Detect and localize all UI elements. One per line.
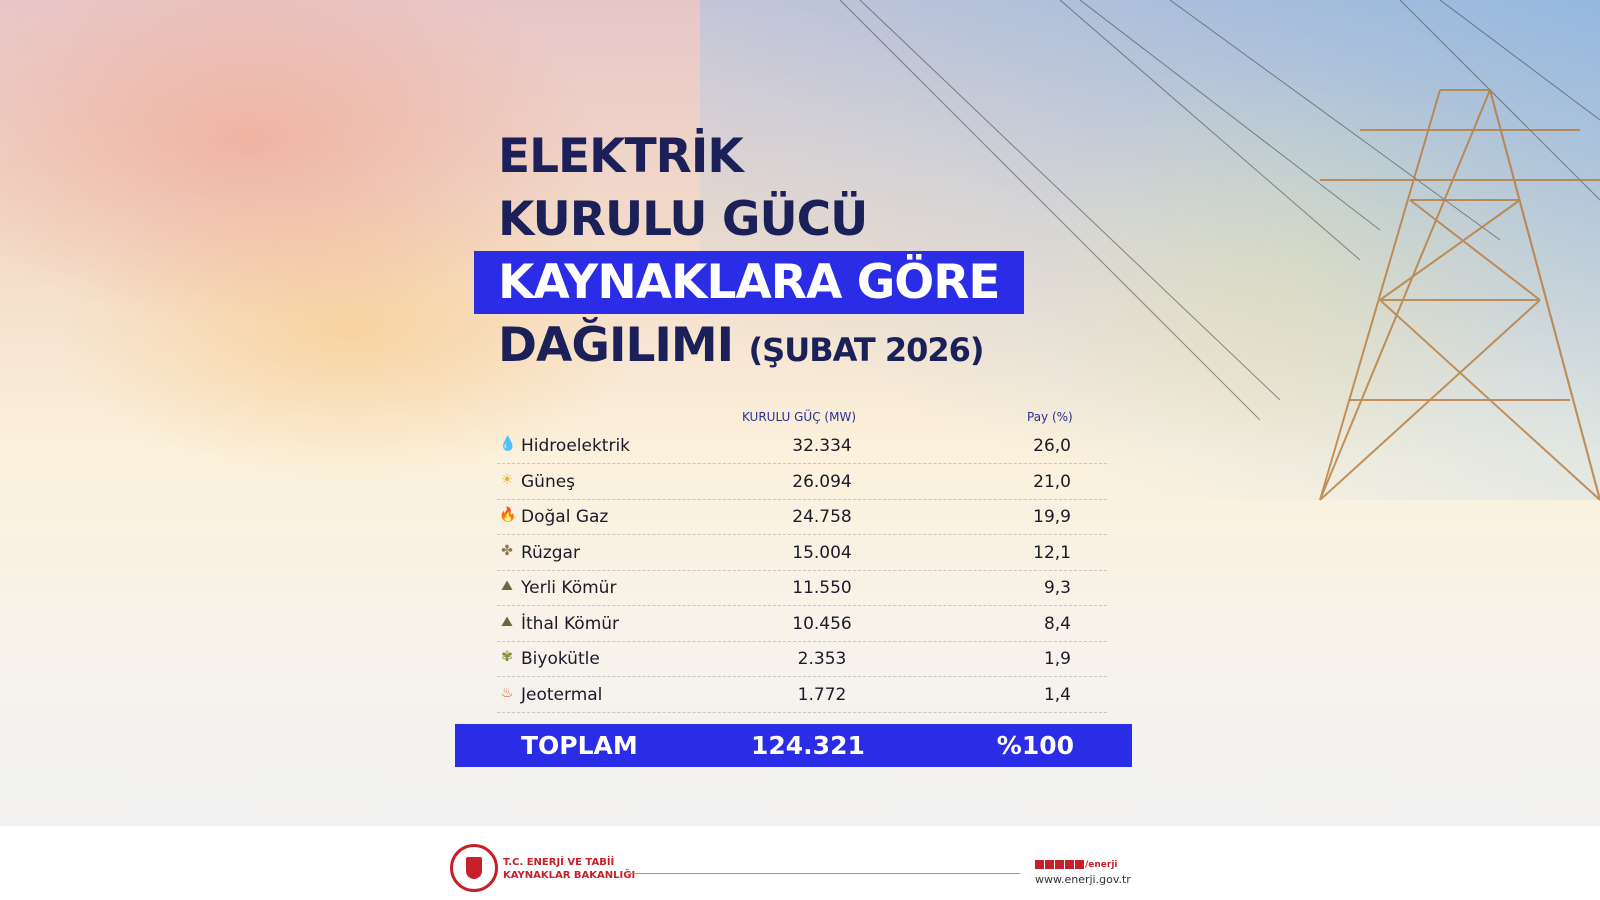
installed-capacity: 1.772: [797, 684, 847, 705]
table-row: 🔥 Doğal Gaz 24.758 19,9: [497, 499, 1107, 535]
total-pct: %100: [996, 731, 1074, 760]
share-percent: 19,9: [1033, 507, 1071, 527]
wind-turbine-icon: ✤: [501, 542, 513, 559]
table-row: 💧 Hidroelektrik 32.334 26,0: [497, 428, 1107, 464]
source-name: Doğal Gaz: [521, 507, 609, 527]
share-percent: 12,1: [1033, 542, 1071, 563]
coal-icon: ⛰: [501, 613, 513, 630]
share-percent: 8,4: [1043, 613, 1071, 634]
title-line-4: DAĞILIMI: [498, 318, 734, 373]
page-title: ELEKTRİK KURULU GÜCÜ KAYNAKLARA GÖRE DAĞ…: [474, 125, 1024, 382]
footer-divider: [630, 873, 1020, 874]
coal-icon: ⛰: [501, 578, 513, 594]
biomass-icon: ✾: [501, 649, 513, 665]
linkedin-icon[interactable]: [1065, 860, 1074, 869]
column-header-pct: Pay (%): [1027, 410, 1073, 424]
table-row: ♨ Jeotermal 1.772 1,4: [497, 677, 1107, 713]
source-name: İthal Kömür: [521, 613, 620, 634]
facebook-icon[interactable]: [1045, 860, 1054, 869]
gas-flame-icon: 🔥: [499, 507, 517, 523]
title-line-1: ELEKTRİK: [498, 129, 744, 184]
installed-capacity: 26.094: [792, 471, 852, 492]
hero-background: [0, 0, 1600, 826]
water-drop-icon: 💧: [499, 436, 517, 452]
title-line-2: KURULU GÜCÜ: [498, 192, 868, 247]
share-percent: 21,0: [1033, 471, 1071, 492]
table-row: ☀ Güneş 26.094 21,0: [497, 464, 1107, 500]
social-handle: /enerji: [1085, 860, 1118, 870]
sun-icon: ☀: [500, 471, 514, 488]
share-percent: 1,9: [1043, 649, 1071, 669]
power-tower-image: [840, 0, 1600, 501]
geothermal-icon: ♨: [500, 684, 514, 701]
source-name: Hidroelektrik: [521, 436, 631, 456]
share-percent: 1,4: [1043, 684, 1071, 705]
installed-capacity: 2.353: [797, 649, 847, 669]
social-links[interactable]: /enerji: [1035, 860, 1118, 870]
ministry-name: T.C. ENERJİ VE TABİİ KAYNAKLAR BAKANLIĞI: [503, 856, 635, 882]
source-name: Yerli Kömür: [521, 578, 617, 598]
source-name: Jeotermal: [521, 684, 603, 705]
table-row: ⛰ İthal Kömür 10.456 8,4: [497, 606, 1107, 642]
column-header-mw: KURULU GÜÇ (MW): [742, 410, 856, 424]
installed-capacity: 15.004: [792, 542, 852, 563]
table-row: ⛰ Yerli Kömür 11.550 9,3: [497, 570, 1107, 606]
youtube-icon[interactable]: [1075, 860, 1084, 869]
ministry-name-line-1: T.C. ENERJİ VE TABİİ: [503, 857, 615, 868]
source-name: Rüzgar: [521, 542, 580, 563]
title-highlight: KAYNAKLARA GÖRE: [474, 251, 1024, 314]
x-icon[interactable]: [1055, 860, 1064, 869]
footer: T.C. ENERJİ VE TABİİ KAYNAKLAR BAKANLIĞI…: [0, 826, 1600, 900]
source-name: Biyokütle: [521, 649, 600, 669]
title-period: (ŞUBAT 2026): [748, 331, 985, 369]
installed-capacity: 24.758: [792, 507, 852, 527]
instagram-icon[interactable]: [1035, 860, 1044, 869]
share-percent: 9,3: [1043, 578, 1071, 598]
installed-capacity: 32.334: [792, 436, 852, 456]
website-link[interactable]: www.enerji.gov.tr: [1035, 873, 1131, 886]
total-row: TOPLAM 124.321 %100: [455, 724, 1132, 767]
total-label: TOPLAM: [521, 731, 638, 760]
ministry-seal-logo: [450, 844, 498, 892]
table-row: ✤ Rüzgar 15.004 12,1: [497, 535, 1107, 571]
source-name: Güneş: [521, 471, 576, 492]
installed-capacity: 11.550: [792, 578, 852, 598]
table-row: ✾ Biyokütle 2.353 1,9: [497, 641, 1107, 677]
ministry-name-line-2: KAYNAKLAR BAKANLIĞI: [503, 870, 636, 881]
installed-capacity: 10.456: [792, 613, 852, 634]
share-percent: 26,0: [1033, 436, 1071, 456]
total-mw: 124.321: [751, 731, 865, 760]
